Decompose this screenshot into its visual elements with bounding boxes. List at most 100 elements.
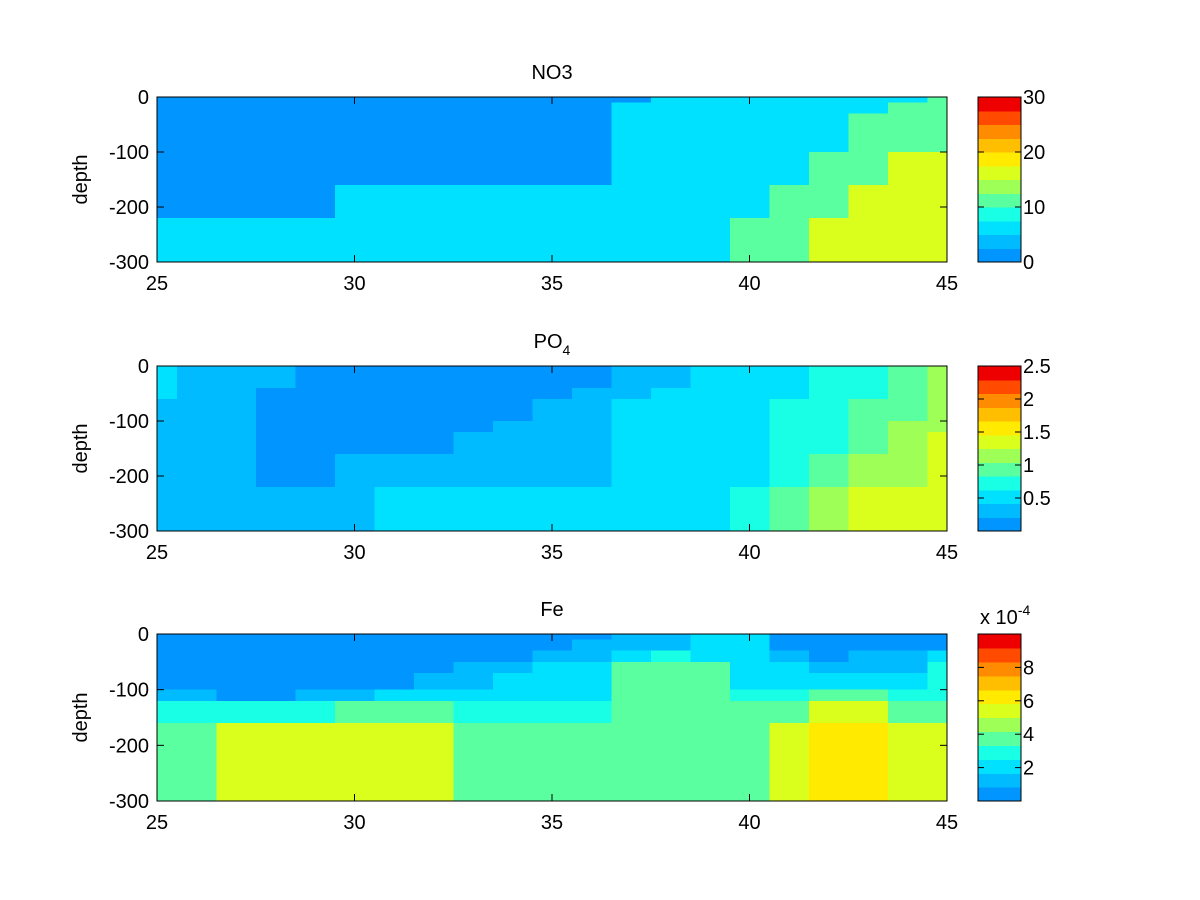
heatmap-cell [295, 432, 336, 455]
heatmap-cell [887, 388, 928, 400]
heatmap-cell [571, 207, 612, 219]
heatmap-cell [808, 163, 849, 186]
heatmap-cell [157, 388, 178, 400]
heatmap-cell [650, 185, 691, 208]
heatmap-cell [571, 639, 612, 652]
heatmap-cell [927, 366, 948, 378]
heatmap-cell [611, 388, 652, 400]
heatmap-cell [374, 366, 415, 378]
heatmap-cell [848, 432, 889, 455]
heatmap-cell [848, 639, 889, 652]
heatmap-cell [413, 650, 454, 663]
heatmap-cell [176, 388, 217, 400]
heatmap-cell [492, 218, 533, 263]
heatmap-cell [295, 377, 336, 389]
colorbar-frame [977, 365, 1022, 532]
heatmap-cell [295, 465, 336, 488]
colorbar-tick-label: 30 [1023, 87, 1045, 109]
colorbar-segment [978, 165, 1021, 181]
colorbar-segment [978, 703, 1021, 719]
chart-title: PO4 [534, 331, 571, 358]
heatmap-cell [769, 454, 810, 466]
heatmap-cell [216, 113, 257, 131]
heatmap-cell [690, 97, 731, 104]
heatmap-cell [176, 366, 217, 378]
heatmap-cell [374, 639, 415, 652]
heatmap-cell [611, 756, 652, 802]
heatmap-cell [729, 185, 770, 208]
heatmap-cells [157, 634, 948, 802]
heatmap-cell [729, 388, 770, 400]
heatmap-cell [571, 723, 612, 758]
heatmap-cell [295, 113, 336, 131]
heatmap-cell [157, 207, 178, 219]
heatmap-cell [729, 723, 770, 758]
heatmap-cell [413, 163, 454, 186]
heatmap-cell [571, 152, 612, 164]
heatmap-cell [453, 639, 494, 652]
heatmap-cell [157, 97, 178, 104]
heatmap-cell [334, 377, 375, 389]
heatmap-cell [532, 399, 573, 422]
colorbar-segment [978, 407, 1021, 422]
y-tick-label: -100 [109, 680, 149, 702]
heatmap-cell [413, 421, 454, 433]
heatmap-cell [571, 366, 612, 378]
heatmap-cell [453, 650, 494, 663]
heatmap-cell [374, 454, 415, 466]
heatmap-cell [769, 113, 810, 131]
heatmap-cell [453, 689, 494, 702]
x-tick-label: 35 [541, 542, 563, 564]
heatmap-cell [374, 650, 415, 663]
heatmap-cell [157, 130, 178, 153]
heatmap-cell [374, 689, 415, 702]
heatmap-cell [690, 634, 731, 641]
heatmap-cell [611, 672, 652, 691]
colorbar-tick-label: 1.5 [1023, 422, 1051, 444]
y-axis-label: depth [70, 154, 92, 204]
heatmap-cell [690, 639, 731, 652]
heatmap-cell [255, 163, 296, 186]
heatmap-cell [532, 454, 573, 466]
x-tick-label: 25 [146, 812, 168, 834]
heatmap-cell [157, 218, 178, 263]
colorbar-segment [978, 379, 1021, 395]
heatmap-cell [255, 634, 296, 641]
heatmap-cell [927, 465, 948, 488]
heatmap-cell [611, 421, 652, 433]
heatmap-cell [808, 465, 849, 488]
heatmap-cell [334, 152, 375, 164]
heatmap-cell [927, 399, 948, 422]
heatmap-cell [927, 432, 948, 455]
heatmap-cell [650, 399, 691, 422]
colorbar-segment [978, 393, 1021, 408]
panel-1: 25 30 35 40 45 0 -100 -200 -300 NO3 depth 0 10 20 30 [70, 62, 1045, 295]
heatmap-cell [334, 432, 375, 455]
heatmap-cell [374, 97, 415, 104]
x-tick-label: 35 [541, 273, 563, 295]
heatmap-cell [157, 399, 178, 422]
heatmap-cell [255, 639, 296, 652]
heatmap-cell [848, 388, 889, 400]
heatmap-cell [176, 421, 217, 433]
colorbar-tick-label: 2 [1023, 389, 1034, 411]
heatmap-cell [374, 130, 415, 153]
x-tick-label: 30 [343, 812, 365, 834]
heatmap-cell [176, 97, 217, 104]
heatmap-cell [453, 366, 494, 378]
heatmap-cell [255, 432, 296, 455]
colorbar-segment [978, 421, 1021, 436]
heatmap-cell [453, 388, 494, 400]
heatmap-cell [808, 388, 849, 400]
heatmap-cell [729, 650, 770, 663]
heatmap-cell [769, 377, 810, 389]
heatmap-cell [453, 399, 494, 422]
heatmap-cell [690, 399, 731, 422]
heatmap-cell [295, 185, 336, 208]
heatmap-cell [611, 689, 652, 702]
heatmap-cell [532, 377, 573, 389]
heatmap-cell [255, 650, 296, 663]
heatmap-cell [887, 366, 928, 378]
y-tick-label: 0 [138, 624, 149, 646]
heatmap-cell [334, 207, 375, 219]
